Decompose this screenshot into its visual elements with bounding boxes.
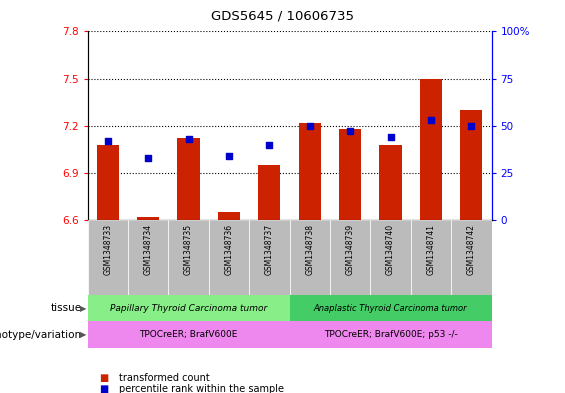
Text: Papillary Thyroid Carcinoma tumor: Papillary Thyroid Carcinoma tumor (110, 304, 267, 312)
Text: GSM1348741: GSM1348741 (427, 224, 436, 275)
Text: ▶: ▶ (80, 331, 86, 339)
Text: genotype/variation: genotype/variation (0, 330, 82, 340)
Bar (88, 295, 289, 321)
Point (427, 117, 436, 123)
Point (103, 138, 112, 144)
Bar (460, 110, 483, 220)
Text: ▶: ▶ (80, 304, 86, 312)
Bar (209, 220, 249, 295)
Point (144, 155, 153, 161)
Text: GSM1348733: GSM1348733 (103, 224, 112, 275)
Bar (218, 212, 240, 220)
Text: ■: ■ (99, 384, 108, 393)
Text: GSM1348742: GSM1348742 (467, 224, 476, 275)
Point (386, 134, 395, 140)
Text: GSM1348737: GSM1348737 (265, 224, 274, 275)
Text: GSM1348736: GSM1348736 (224, 224, 233, 275)
Bar (289, 295, 492, 321)
Point (265, 141, 274, 148)
Bar (420, 79, 442, 220)
Bar (299, 123, 321, 220)
Text: GSM1348740: GSM1348740 (386, 224, 395, 275)
Bar (289, 321, 492, 348)
Bar (137, 217, 159, 220)
Text: GSM1348739: GSM1348739 (346, 224, 355, 275)
Text: transformed count: transformed count (119, 373, 210, 383)
Bar (380, 145, 402, 220)
Bar (411, 220, 451, 295)
Text: GSM1348734: GSM1348734 (144, 224, 153, 275)
Point (184, 136, 193, 142)
Text: GSM1348738: GSM1348738 (305, 224, 314, 275)
Bar (451, 220, 492, 295)
Bar (88, 321, 289, 348)
Bar (371, 220, 411, 295)
Point (305, 123, 314, 129)
Bar (177, 138, 199, 220)
Point (224, 153, 233, 159)
Bar (249, 220, 289, 295)
Bar (128, 220, 168, 295)
Bar (290, 220, 330, 295)
Point (467, 123, 476, 129)
Text: TPOCreER; BrafV600E: TPOCreER; BrafV600E (140, 331, 238, 339)
Bar (97, 145, 119, 220)
Point (346, 128, 355, 134)
Bar (339, 129, 361, 220)
Text: GSM1348735: GSM1348735 (184, 224, 193, 275)
Text: percentile rank within the sample: percentile rank within the sample (119, 384, 284, 393)
Text: Anaplastic Thyroid Carcinoma tumor: Anaplastic Thyroid Carcinoma tumor (314, 304, 467, 312)
Text: GDS5645 / 10606735: GDS5645 / 10606735 (211, 10, 354, 23)
Bar (88, 220, 128, 295)
Bar (258, 165, 280, 220)
Bar (330, 220, 371, 295)
Bar (168, 220, 209, 295)
Text: ■: ■ (99, 373, 108, 383)
Text: TPOCreER; BrafV600E; p53 -/-: TPOCreER; BrafV600E; p53 -/- (324, 331, 458, 339)
Text: tissue: tissue (51, 303, 82, 313)
